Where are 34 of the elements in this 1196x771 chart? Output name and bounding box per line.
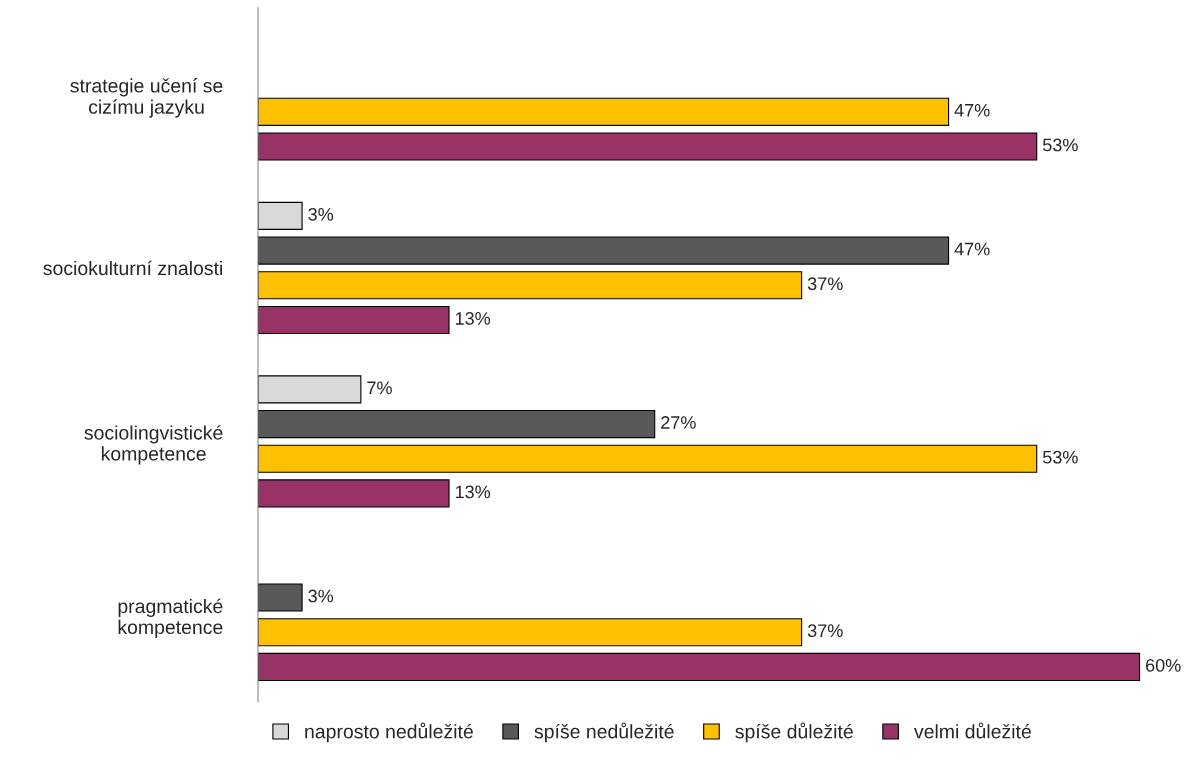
legend-label: velmi důležité	[914, 722, 1031, 739]
data-label: 60%	[1146, 658, 1181, 672]
bar	[258, 618, 803, 647]
bar	[258, 201, 303, 230]
bar	[258, 583, 303, 612]
legend-label: naprosto nedůležité	[305, 722, 473, 743]
data-label: 53%	[1042, 138, 1078, 152]
bar	[258, 132, 1038, 161]
bar	[258, 652, 1141, 682]
data-label: 37%	[807, 277, 843, 291]
y-tick-label: strategie učení se cizímu jazyku	[70, 78, 223, 118]
data-label: 13%	[455, 485, 491, 499]
data-label: 7%	[367, 381, 392, 395]
bar	[258, 409, 656, 439]
bar	[258, 271, 803, 300]
bar	[258, 97, 950, 126]
data-label: 27%	[661, 416, 696, 429]
legend-label: spíše důležité	[735, 722, 853, 743]
data-label: 3%	[308, 207, 334, 221]
data-label: 47%	[954, 103, 990, 117]
y-tick-label: pragmatické kompetence	[118, 598, 223, 638]
bar	[258, 375, 362, 404]
data-label: 53%	[1042, 450, 1078, 464]
bar	[258, 305, 450, 335]
y-tick-label: sociolingvistické kompetence	[84, 425, 223, 465]
bar	[258, 444, 1038, 473]
data-label: 47%	[954, 242, 990, 256]
bar	[258, 236, 950, 265]
y-tick-label: sociokulturní znalosti	[43, 260, 222, 276]
legend-label: spíše nedůležité	[534, 722, 674, 743]
data-label: 37%	[807, 624, 843, 638]
data-label: 3%	[308, 589, 334, 603]
bar	[258, 479, 450, 508]
data-label: 13%	[455, 312, 491, 325]
